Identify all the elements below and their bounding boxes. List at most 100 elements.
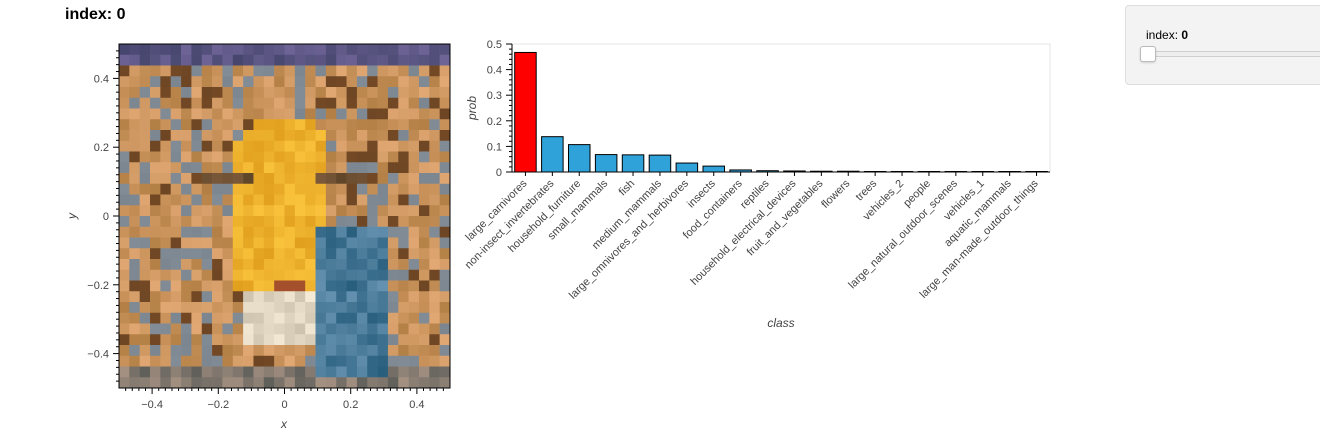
image-pixel <box>253 291 265 303</box>
image-pixel <box>160 119 172 131</box>
image-pixel <box>191 119 203 131</box>
image-pixel <box>181 345 192 357</box>
image-pixel <box>243 216 254 228</box>
image-pixel <box>170 248 182 260</box>
image-pixel <box>346 248 358 260</box>
bar-large_omnivores_and_herbivores <box>675 162 699 173</box>
image-pixel <box>387 183 399 195</box>
image-pixel <box>191 226 203 238</box>
image-pixel <box>356 130 368 142</box>
image-pixel <box>253 87 265 99</box>
image-pixel <box>284 377 296 389</box>
image-pixel <box>212 355 223 367</box>
image-pixel <box>294 355 306 367</box>
image-pixel <box>356 44 368 56</box>
image-pixel <box>253 65 265 77</box>
image-pixel <box>232 183 244 195</box>
image-pixel <box>398 312 409 324</box>
image-pixel <box>253 259 265 271</box>
image-pixel <box>222 151 234 163</box>
image-pixel <box>129 140 140 152</box>
image-pixel <box>305 377 316 389</box>
image-pixel <box>284 226 296 238</box>
image-pixel <box>418 76 430 88</box>
image-pixel <box>408 44 420 56</box>
image-plot: −0.4 −0.2 0 0.2 0.4 0.4 0.2 0 −0.2 −0.4 x y <box>65 43 451 431</box>
image-pixel <box>367 345 378 357</box>
image-pixel <box>398 366 409 378</box>
index-slider-handle[interactable] <box>1140 46 1156 62</box>
image-pixel <box>181 291 192 303</box>
image-pixel <box>429 323 440 335</box>
image-pixel <box>212 54 223 66</box>
image-pixel <box>139 355 151 367</box>
image-pixel <box>119 183 130 195</box>
image-pixel <box>429 345 440 357</box>
image-pixel <box>263 151 275 163</box>
image-pixel <box>336 65 347 77</box>
image-pixel <box>418 226 430 238</box>
image-pixel <box>119 76 130 88</box>
image-pixel <box>284 108 296 120</box>
index-slider-value: 0 <box>1181 28 1189 42</box>
image-pixel <box>418 291 430 303</box>
image-pixel <box>150 216 161 228</box>
image-pixel <box>243 108 254 120</box>
image-pixel <box>150 87 161 99</box>
image-pixel <box>139 323 151 335</box>
index-slider-track[interactable] <box>1146 51 1320 57</box>
image-pixel <box>222 97 234 109</box>
image-pixel <box>387 377 399 389</box>
image-pixel <box>398 205 409 217</box>
image-pixel <box>129 130 140 142</box>
image-pixel <box>377 259 389 271</box>
image-pixel <box>387 237 399 249</box>
image-pixel <box>201 355 213 367</box>
image-pixel <box>201 226 213 238</box>
image-pixel <box>150 54 161 66</box>
image-pixel <box>336 151 347 163</box>
image-pixel <box>284 194 296 206</box>
image-pixel <box>160 151 172 163</box>
image-pixel <box>253 355 265 367</box>
image-pixel <box>191 334 203 346</box>
image-pixel <box>377 44 389 56</box>
image-pixel <box>336 269 347 281</box>
image-pixel <box>150 173 161 185</box>
image-pixel <box>160 97 172 109</box>
image-pixel <box>439 205 451 217</box>
image-pixel <box>150 248 161 260</box>
image-pixel <box>294 269 306 281</box>
image-pixel <box>119 302 130 314</box>
image-pixel <box>387 355 399 367</box>
image-pixel <box>346 44 358 56</box>
image-pixel <box>356 205 368 217</box>
image-pixel <box>315 312 327 324</box>
image-pixel <box>160 377 172 389</box>
image-pixel <box>150 183 161 195</box>
image-pixel <box>274 291 285 303</box>
image-pixel <box>408 205 420 217</box>
image-pixel <box>387 173 399 185</box>
image-pixel <box>129 269 140 281</box>
image-pixel <box>346 366 358 378</box>
image-pixel <box>408 119 420 131</box>
image-pixel <box>377 248 389 260</box>
image-pixel <box>305 130 316 142</box>
image-pixel <box>398 173 409 185</box>
image-pixel <box>367 377 378 389</box>
image-pixel <box>222 377 234 389</box>
image-pixel <box>398 237 409 249</box>
image-pixel <box>325 355 337 367</box>
image-pixel <box>150 302 161 314</box>
image-pixel <box>160 259 172 271</box>
image-pixel <box>429 151 440 163</box>
image-pixel <box>336 119 347 131</box>
image-pixel <box>253 44 265 56</box>
image-pixel <box>139 302 151 314</box>
image-pixel <box>408 97 420 109</box>
image-pixel <box>181 76 192 88</box>
image-pixel <box>243 173 254 185</box>
image-pixel <box>284 173 296 185</box>
image-pixel <box>325 302 337 314</box>
